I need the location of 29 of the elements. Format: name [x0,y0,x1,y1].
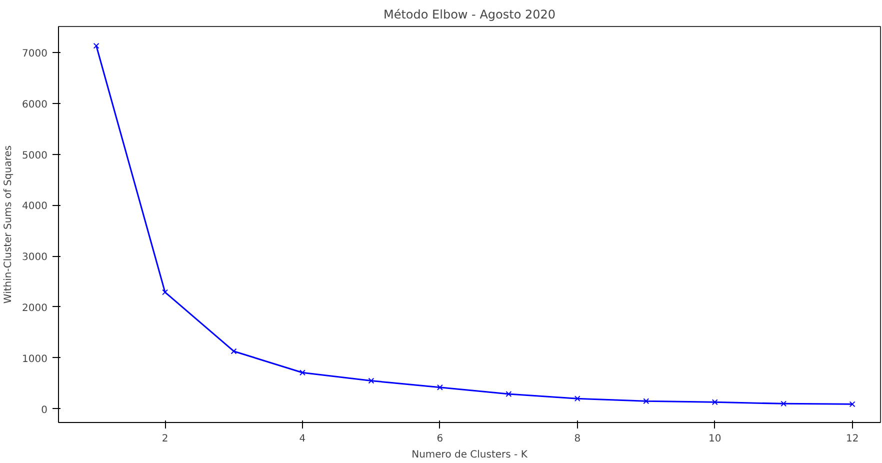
x-tick-label: 10 [708,434,722,444]
point [780,400,787,407]
y-tick-label: 2000 [22,302,48,314]
chart-title: Método Elbow - Agosto 2020 [383,8,556,22]
x-tick-label: 8 [574,434,581,444]
x-tick-label: 12 [846,434,859,444]
point [436,384,443,390]
x-axis-title: Numero de Clusters - K [412,450,528,460]
point [230,348,237,354]
point [506,391,512,397]
point [368,378,374,384]
y-tick-label: 0 [41,404,48,416]
y-tick-label: 1000 [22,354,48,365]
point [93,42,100,49]
x-tick-label: 4 [299,434,306,444]
point [643,398,650,404]
x-tick-label: 6 [436,434,444,444]
y-tick-label: 6000 [22,99,48,110]
y-tick-label: 3000 [22,252,48,264]
point [300,370,306,376]
point [162,289,168,296]
point [712,399,718,406]
point [849,401,856,408]
y-tick-label: 4000 [22,201,48,212]
x-tick-label: 2 [162,434,168,444]
y-tick-label: 7000 [22,48,48,60]
point [574,396,580,402]
y-axis-title: Within-Cluster Sums of Squares [3,145,14,304]
y-tick-label: 5000 [22,150,48,162]
